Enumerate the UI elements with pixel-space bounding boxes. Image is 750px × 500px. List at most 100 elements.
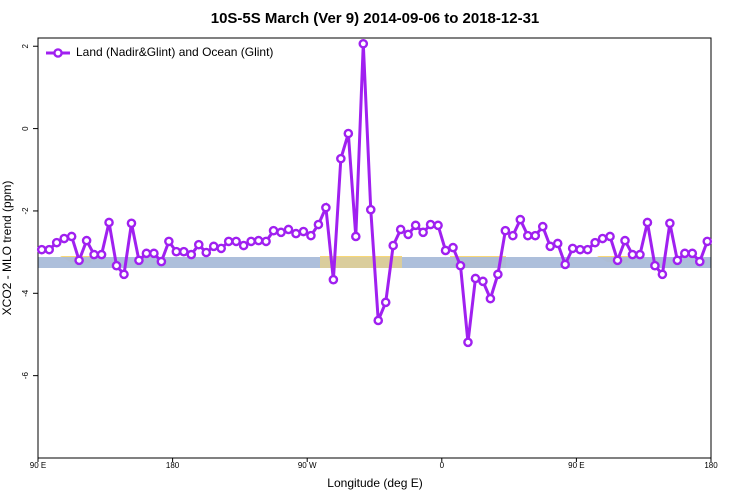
data-point <box>463 337 473 348</box>
y-tick-label: -2 <box>21 207 30 215</box>
data-point <box>440 245 451 256</box>
data-point <box>261 236 271 247</box>
data-point <box>164 236 174 247</box>
data-point <box>702 236 713 247</box>
data-point <box>246 236 256 247</box>
data-point <box>201 247 212 258</box>
data-point <box>179 246 189 257</box>
x-tick-label: 0 <box>440 461 445 470</box>
data-point <box>283 224 294 235</box>
x-axis-label: Longitude (deg E) <box>327 476 422 490</box>
y-axis-label: XCO2 - MLO trend (ppm) <box>0 181 14 316</box>
data-point <box>672 255 683 266</box>
data-point <box>470 273 481 284</box>
data-point <box>336 153 346 164</box>
data-point <box>156 256 167 267</box>
data-point <box>74 255 84 266</box>
data-point <box>478 276 488 287</box>
data-point <box>433 220 443 231</box>
data-point <box>104 217 114 228</box>
data-point <box>253 235 264 246</box>
data-point <box>126 218 137 229</box>
x-tick-label: 90 W <box>298 461 317 470</box>
data-point <box>642 217 653 228</box>
data-point <box>560 259 570 270</box>
data-point <box>522 230 533 241</box>
data-point <box>657 269 668 280</box>
data-point <box>537 221 548 232</box>
data-point <box>410 220 421 231</box>
x-tick-label: 90 E <box>568 461 584 470</box>
data-point <box>694 256 705 267</box>
legend-marker <box>53 48 63 58</box>
data-point <box>313 219 324 230</box>
data-point <box>208 241 219 252</box>
data-point <box>455 260 466 271</box>
data-point <box>81 235 92 246</box>
data-point <box>231 236 241 247</box>
data-point <box>418 227 428 238</box>
data-point <box>268 225 279 236</box>
x-tick-label: 180 <box>166 461 180 470</box>
data-point <box>530 230 541 241</box>
data-point <box>590 237 600 248</box>
data-point <box>216 243 227 254</box>
data-point <box>448 242 458 253</box>
x-tick-label: 180 <box>704 461 718 470</box>
data-point <box>388 240 398 251</box>
data-point <box>321 202 331 213</box>
data-point <box>500 225 511 236</box>
data-point <box>627 249 638 260</box>
data-point <box>485 293 496 304</box>
data-point <box>351 231 361 242</box>
land-patch <box>320 257 402 268</box>
data-point <box>89 249 99 260</box>
data-point <box>358 38 369 49</box>
data-point <box>193 239 204 250</box>
data-point <box>298 226 309 237</box>
y-tick-label: -6 <box>21 372 30 380</box>
data-point <box>51 237 62 248</box>
data-point <box>425 219 436 230</box>
data-point <box>59 233 69 244</box>
data-point <box>605 231 615 242</box>
data-point <box>373 315 384 326</box>
data-point <box>365 204 376 215</box>
data-point <box>403 229 413 240</box>
data-point <box>111 260 122 271</box>
data-point <box>665 218 675 229</box>
data-point <box>238 240 249 251</box>
data-point <box>291 228 301 239</box>
data-point <box>680 248 690 259</box>
data-point <box>575 244 585 255</box>
data-point <box>223 236 234 247</box>
y-tick-label: 2 <box>21 43 30 48</box>
data-point <box>597 233 608 244</box>
data-point <box>66 231 77 242</box>
data-point <box>186 249 197 260</box>
data-point <box>171 246 182 257</box>
data-point <box>552 238 563 249</box>
data-point <box>276 227 286 238</box>
data-point <box>36 244 47 255</box>
data-point <box>687 248 698 259</box>
data-point <box>635 249 645 260</box>
data-point <box>567 243 578 254</box>
series-line <box>41 43 709 343</box>
data-point <box>650 260 660 271</box>
data-point <box>508 230 518 241</box>
data-point <box>620 235 630 246</box>
y-tick-label: -4 <box>21 289 30 297</box>
data-point <box>96 249 107 260</box>
data-point <box>395 224 406 235</box>
legend-label: Land (Nadir&Glint) and Ocean (Glint) <box>76 45 273 59</box>
data-point <box>328 274 339 285</box>
data-point <box>545 241 556 252</box>
data-point <box>493 269 503 280</box>
data-point <box>343 128 354 139</box>
data-point <box>582 244 593 255</box>
x-tick-label: 90 E <box>30 461 46 470</box>
data-point <box>612 255 623 266</box>
data-point <box>44 244 55 255</box>
